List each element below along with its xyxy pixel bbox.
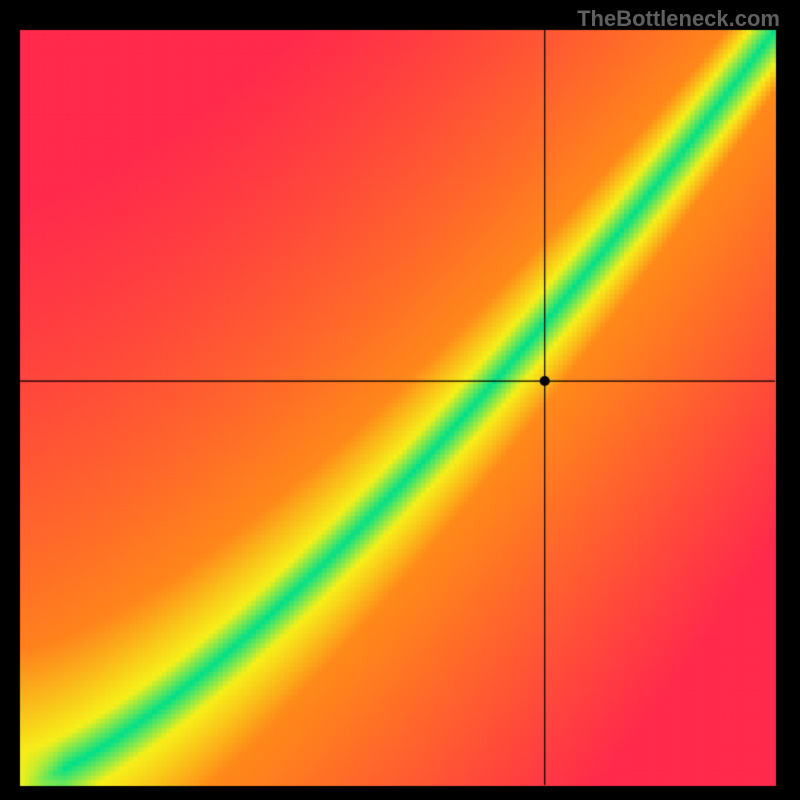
- bottleneck-heatmap: [0, 0, 800, 800]
- watermark-text: TheBottleneck.com: [577, 6, 780, 32]
- chart-container: TheBottleneck.com: [0, 0, 800, 800]
